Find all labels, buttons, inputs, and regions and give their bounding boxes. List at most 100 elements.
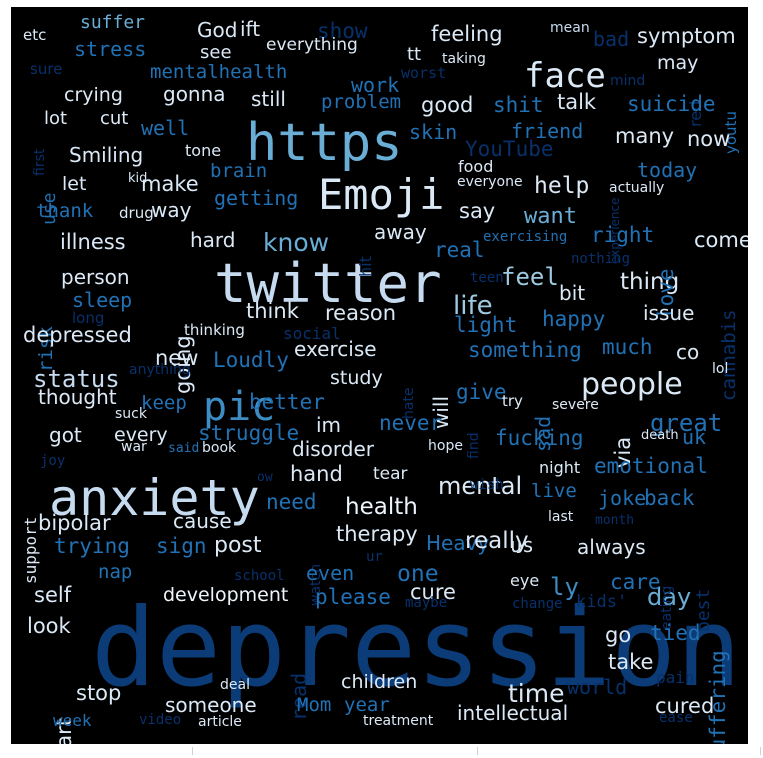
word-social: social [283, 324, 341, 343]
word-tear: tear [373, 464, 408, 484]
word-fucking: fucking [495, 426, 584, 450]
word-gonna: gonna [163, 82, 226, 106]
word-person: person [61, 265, 130, 289]
word-away: away [374, 220, 427, 244]
word-disorder: disorder [292, 437, 375, 461]
word-right: right [591, 223, 655, 247]
word-better: better [249, 390, 325, 414]
word-always: always [577, 535, 646, 559]
word-ur: ur [366, 549, 383, 565]
word-day: day [647, 583, 692, 611]
word-great: great [650, 409, 723, 437]
word-feel: feel [501, 263, 559, 291]
word-god: God [197, 18, 238, 42]
word-im: im [316, 413, 342, 437]
word-bit: bit [559, 281, 586, 305]
word-give: give [456, 380, 507, 404]
word-bad: bad [593, 27, 630, 51]
word-war: war [121, 439, 147, 455]
word-anything: anything [129, 362, 191, 378]
word-feeling: feeling [431, 22, 503, 46]
word-show: show [317, 19, 368, 43]
word-eye: eye [510, 571, 540, 590]
word-try: try [502, 392, 523, 410]
word-think: think [246, 299, 299, 323]
word-hope: hope [428, 438, 463, 454]
word-last: last [548, 509, 574, 525]
word-look: look [27, 614, 71, 638]
word-children: children [341, 671, 418, 693]
word-first: first [32, 148, 48, 176]
word-crying: crying [64, 84, 123, 106]
word-kids: kids' [576, 592, 628, 612]
word-happy: happy [542, 307, 606, 331]
word-keep: keep [141, 392, 187, 414]
word-worst: worst [401, 64, 447, 82]
word-really: really [465, 528, 529, 554]
word-anxiety: anxiety [49, 469, 260, 527]
word-change: change [512, 596, 563, 612]
word-new: new [155, 346, 199, 370]
word-want: want [524, 204, 577, 229]
word-stress: stress [74, 37, 147, 61]
word-tone: tone [185, 141, 222, 160]
word-study: study [330, 367, 383, 389]
word-know: know [263, 228, 330, 257]
word-month: month [595, 513, 635, 528]
word-depressed: depressed [23, 323, 132, 347]
word-heavy: Heavy [426, 531, 490, 555]
word-suck: suck [115, 406, 147, 422]
word-week: week [53, 711, 92, 730]
word-co: co [676, 340, 700, 364]
word-maybe: maybe [405, 595, 448, 611]
word-light: light [454, 313, 518, 337]
word-come: come [694, 228, 748, 252]
word-someone: someone [165, 693, 257, 717]
word-shit: shit [493, 93, 544, 117]
word-much: much [602, 335, 653, 359]
word-mental: mental [438, 472, 523, 500]
word-work: work [351, 73, 400, 97]
word-world: world [567, 675, 628, 699]
word-everyone: everyone [457, 174, 523, 190]
word-skin: skin [409, 120, 458, 144]
word-mom: Mom [297, 694, 332, 716]
word-bipolar: bipolar [38, 511, 111, 535]
word-treatment: treatment [363, 713, 434, 729]
word-everything: everything [266, 35, 358, 55]
word-nothing: nothing [571, 251, 631, 267]
word-now: now [687, 127, 731, 151]
x-axis-tick [477, 747, 478, 755]
word-even: even [306, 561, 355, 585]
word-mean: mean [550, 20, 590, 36]
word-death: death [641, 428, 679, 443]
word-thank: thank [36, 200, 94, 222]
word-real: real [434, 238, 485, 262]
word-way: way [151, 198, 192, 222]
word-drug: drug [119, 204, 154, 222]
word-got: got [49, 423, 82, 447]
word-joy: joy [40, 453, 66, 469]
word-never: never [379, 411, 443, 435]
word-book: book [202, 440, 237, 456]
word-thought: thought [38, 385, 117, 409]
word-getting: getting [214, 186, 299, 210]
word-every: every [114, 424, 168, 446]
word-lol: lol [712, 361, 729, 377]
word-many: many [615, 124, 675, 148]
word-friend: friend [511, 119, 584, 143]
word-sure: sure [30, 60, 63, 78]
word-please: please [315, 585, 391, 609]
word-struggle: struggle [198, 421, 300, 445]
word-suicide: suicide [627, 92, 716, 116]
word-hard: hard [190, 228, 236, 252]
word-year: year [344, 694, 390, 716]
word-mentalhealth: mentalhealth [150, 61, 288, 83]
word-ift: ift [240, 17, 261, 41]
word-support: support [21, 516, 40, 584]
word-intellectual: intellectual [457, 701, 569, 725]
word-development: development [163, 584, 289, 606]
word-status: status [33, 365, 120, 393]
x-axis-tick [760, 747, 761, 755]
word-make: make [141, 172, 199, 196]
